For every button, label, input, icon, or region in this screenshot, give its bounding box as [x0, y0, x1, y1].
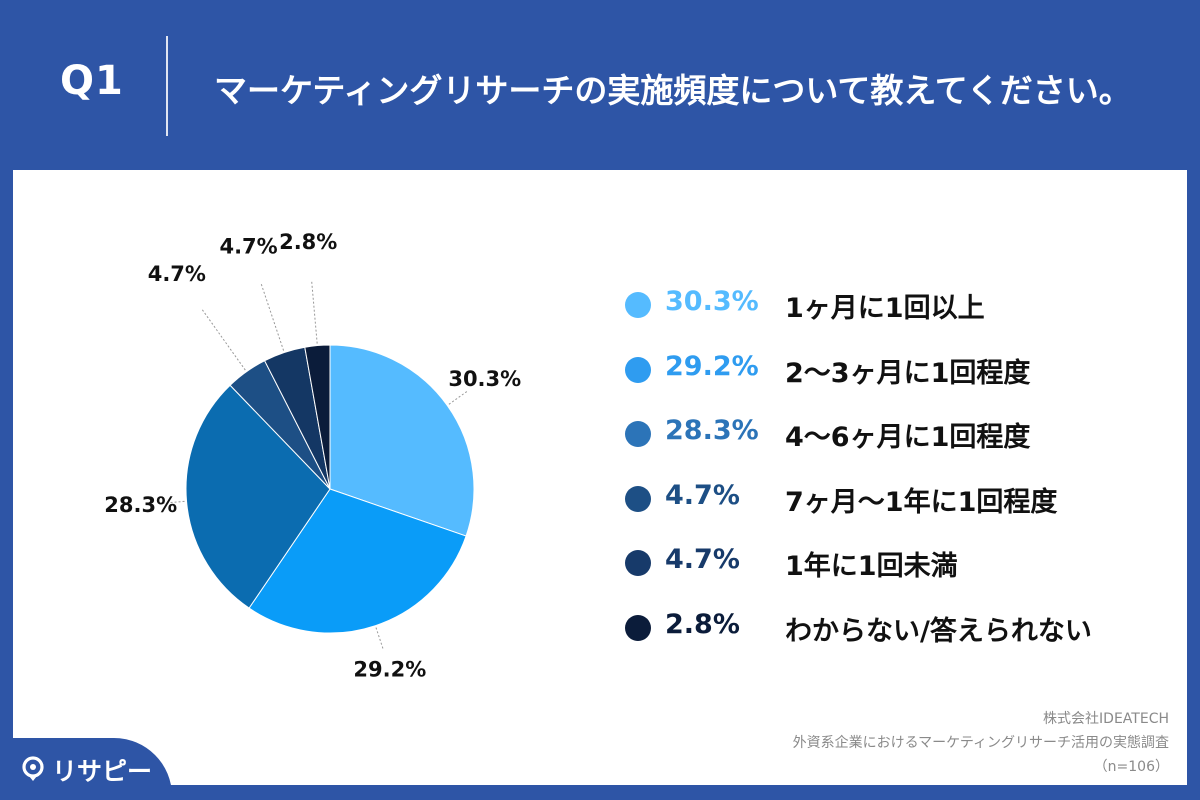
slice-label: 2.8% — [279, 230, 337, 254]
leader-line — [260, 284, 285, 351]
chart-panel: 30.3% 29.2% 28.3% 4.7% 4.7% 2.8% 30.3% 1ヶ月に1回… — [13, 170, 1187, 785]
leader-line — [375, 627, 385, 651]
legend-label: 1ヶ月に1回以上 — [785, 293, 985, 324]
header-divider — [166, 36, 168, 136]
legend-percent: 4.7% — [665, 479, 740, 511]
legend-marker — [625, 292, 651, 318]
slice-label: 4.7% — [219, 234, 277, 258]
leader-line — [160, 500, 185, 504]
pie-slice — [329, 344, 475, 537]
legend-label: 2〜3ヶ月に1回程度 — [785, 357, 1031, 389]
legend-percent: 2.8% — [665, 608, 740, 640]
legend-percent: 30.3% — [665, 286, 759, 317]
question-title: マーケティングリサーチの実施頻度について教えてください。 — [214, 71, 1132, 110]
pie-chart: 30.3%29.2%28.3%4.7%4.7% 2.8% — [104, 230, 521, 681]
legend-label: わからない/答えられない — [785, 615, 1092, 647]
legend-marker — [625, 550, 651, 577]
question-header: Q1 マーケティングリサーチの実施頻度について教えてください。 — [0, 0, 1200, 170]
legend-percent: 29.2% — [665, 350, 759, 382]
legend-marker — [625, 356, 651, 383]
source-sample-size: （n=106） — [1093, 759, 1169, 775]
legend-label: 7ヶ月〜1年に1回程度 — [785, 486, 1058, 518]
location-pin-icon — [22, 756, 44, 781]
question-number: Q1 — [60, 58, 124, 104]
source-note: 株式会社IDEATECH 外資系企業におけるマーケティングリサーチ活用の実態調査… — [793, 707, 1169, 779]
legend-marker — [625, 421, 651, 448]
leader-line — [200, 307, 246, 371]
slice-label: 4.7% — [148, 262, 206, 286]
pie-slice-labels: 30.3%29.2%28.3%4.7%4.7% 2.8% — [104, 230, 521, 681]
leader-line — [448, 389, 469, 405]
slice-label: 29.2% — [353, 657, 426, 681]
brand-name: リサピー — [52, 757, 153, 786]
pie-slice — [185, 384, 331, 609]
pie-slice — [304, 344, 331, 490]
slice-label: 28.3% — [104, 493, 177, 517]
source-survey: 外資系企業におけるマーケティングリサーチ活用の実態調査 — [792, 735, 1169, 751]
legend-marker — [625, 614, 651, 641]
legend-label: 1年に1回未満 — [785, 551, 958, 583]
pie-slice — [248, 488, 467, 634]
brand-logo: リサピー — [0, 738, 172, 800]
legend-marker — [625, 485, 651, 512]
slice-label: 30.3% — [448, 367, 521, 391]
pie-slices — [185, 344, 475, 634]
legend-percent: 28.3% — [665, 415, 759, 447]
legend-percent: 4.7% — [665, 544, 740, 576]
leader-line — [311, 279, 318, 344]
legend-label: 4〜6ヶ月に1回程度 — [785, 422, 1031, 454]
source-company: 株式会社IDEATECH — [1043, 711, 1169, 727]
